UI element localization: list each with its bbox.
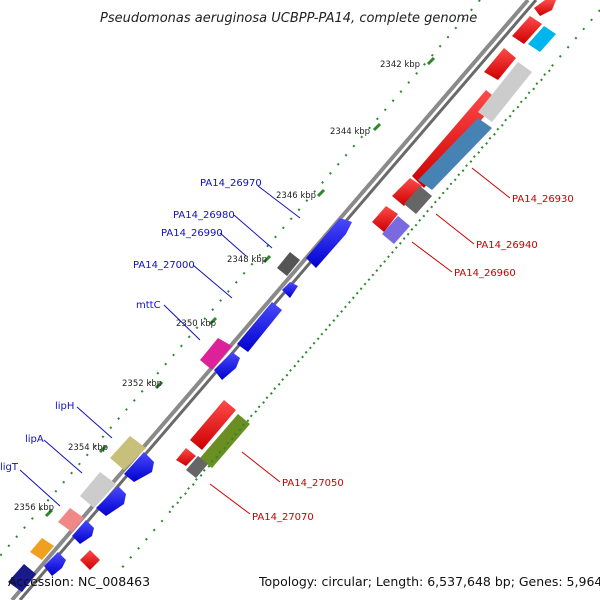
- cds-pink[interactable]: [58, 508, 84, 532]
- forward-strand-genes: [44, 218, 352, 576]
- leader-line: [471, 167, 511, 199]
- kbp-label: 2350 kbp: [176, 319, 216, 329]
- tick-rail-mid: [169, 69, 551, 511]
- leader-line: [192, 264, 233, 299]
- cds-liph[interactable]: [124, 452, 154, 482]
- gene-label-lipa[interactable]: lipA: [25, 434, 44, 445]
- gene-label-pa14-27000[interactable]: PA14_27000: [133, 260, 195, 271]
- cds-pa14-27050[interactable]: [190, 400, 236, 450]
- cds-navy[interactable]: [8, 564, 36, 592]
- right-gene-labels: PA14_26930 PA14_26940 PA14_26960 PA14_27…: [209, 167, 574, 523]
- leader-line: [411, 241, 453, 273]
- cds-red-5[interactable]: [392, 178, 422, 206]
- cds-mttc[interactable]: [214, 352, 240, 380]
- kbp-label: 2342 kbp: [380, 60, 420, 70]
- cds-red-top-1[interactable]: [534, 0, 556, 16]
- leader-line: [19, 469, 61, 507]
- accession-text: Accession: NC_008463: [8, 574, 150, 589]
- tick-2356: [44, 508, 54, 518]
- cds-pa14-26980[interactable]: [282, 282, 298, 298]
- cds-red-9[interactable]: [80, 550, 100, 570]
- cds-gray-bottom[interactable]: [186, 456, 208, 478]
- leader-line: [241, 451, 281, 483]
- kbp-ticks: [44, 56, 436, 518]
- cds-pa14-26940[interactable]: [418, 118, 492, 190]
- tick-2354: [98, 444, 108, 454]
- gene-label-mttc[interactable]: mttC: [136, 300, 161, 311]
- backbone-line-outer: [10, 0, 530, 600]
- kbp-label: 2352 kbp: [122, 379, 162, 389]
- cds-red-3[interactable]: [484, 48, 516, 80]
- cds-red-6[interactable]: [372, 206, 398, 232]
- cds-orange[interactable]: [30, 538, 54, 560]
- cds-red-top-2[interactable]: [512, 16, 542, 44]
- kbp-label: 2354 kbp: [68, 443, 108, 453]
- tick-2348: [262, 254, 272, 264]
- reverse-strand-other-genes: [186, 26, 556, 478]
- cds-pa14-26960[interactable]: [382, 216, 410, 244]
- cds-ligt[interactable]: [72, 520, 94, 544]
- tick-rail-outer: [0, 0, 481, 557]
- tick-2346: [316, 188, 326, 198]
- leader-line: [209, 483, 251, 515]
- left-gene-labels: PA14_26970 PA14_26980 PA14_26990 PA14_27…: [0, 178, 301, 507]
- tick-rails: [0, 0, 600, 571]
- cds-red-8[interactable]: [176, 448, 196, 466]
- leader-line: [233, 214, 273, 249]
- cds-pa14-26930[interactable]: [412, 90, 498, 188]
- cds-lightgray-left[interactable]: [80, 472, 116, 508]
- leader-line: [163, 304, 201, 341]
- kbp-labels: 2342 kbp 2344 kbp 2346 kbp 2348 kbp 2350…: [14, 60, 420, 513]
- gene-label-ligt[interactable]: ligT: [0, 462, 19, 473]
- kbp-label: 2344 kbp: [330, 127, 370, 137]
- leader-line: [219, 232, 247, 257]
- tick-2350: [208, 316, 218, 326]
- leader-line: [435, 213, 475, 245]
- genome-summary-text: Topology: circular; Length: 6,537,648 bp…: [258, 574, 600, 589]
- gene-label-pa14-26940[interactable]: PA14_26940: [476, 240, 538, 251]
- cds-gray-dark[interactable]: [277, 252, 300, 276]
- cds-lightgray-right[interactable]: [478, 62, 532, 122]
- gene-label-pa14-26930[interactable]: PA14_26930: [512, 194, 574, 205]
- reverse-strand-genes: [80, 0, 556, 570]
- gene-label-pa14-27050[interactable]: PA14_27050: [282, 478, 344, 489]
- cds-cyan[interactable]: [528, 26, 556, 52]
- kbp-label: 2356 kbp: [14, 503, 54, 513]
- cds-pa14-27000[interactable]: [237, 302, 282, 352]
- leader-line: [257, 185, 301, 219]
- tick-2344: [372, 122, 382, 132]
- cds-magenta[interactable]: [200, 338, 232, 370]
- backbone-line-inner: [18, 0, 538, 600]
- forward-strand-other-genes: [8, 252, 300, 592]
- map-title: Pseudomonas aeruginosa UCBPP-PA14, compl…: [100, 11, 477, 26]
- cds-pa14-26970[interactable]: [306, 218, 352, 268]
- cds-olive[interactable]: [200, 414, 250, 468]
- tick-2342: [426, 56, 436, 66]
- gene-label-liph[interactable]: lipH: [55, 401, 74, 412]
- tick-2352: [154, 380, 164, 390]
- tick-rail-inner: [119, 9, 600, 571]
- kbp-label: 2348 kbp: [227, 255, 267, 265]
- cds-khaki[interactable]: [110, 436, 146, 470]
- gene-label-pa14-26990[interactable]: PA14_26990: [161, 228, 223, 239]
- cds-lipa[interactable]: [96, 486, 126, 516]
- leader-line: [76, 406, 113, 439]
- kbp-label: 2346 kbp: [276, 191, 316, 201]
- leader-line: [43, 439, 83, 474]
- cds-unnamed-1[interactable]: [44, 552, 66, 576]
- gene-label-pa14-27070[interactable]: PA14_27070: [252, 512, 314, 523]
- cds-gray-right[interactable]: [404, 186, 432, 214]
- gene-label-pa14-26970[interactable]: PA14_26970: [200, 178, 262, 189]
- gene-label-pa14-26960[interactable]: PA14_26960: [454, 268, 516, 279]
- gene-label-pa14-26980[interactable]: PA14_26980: [173, 210, 235, 221]
